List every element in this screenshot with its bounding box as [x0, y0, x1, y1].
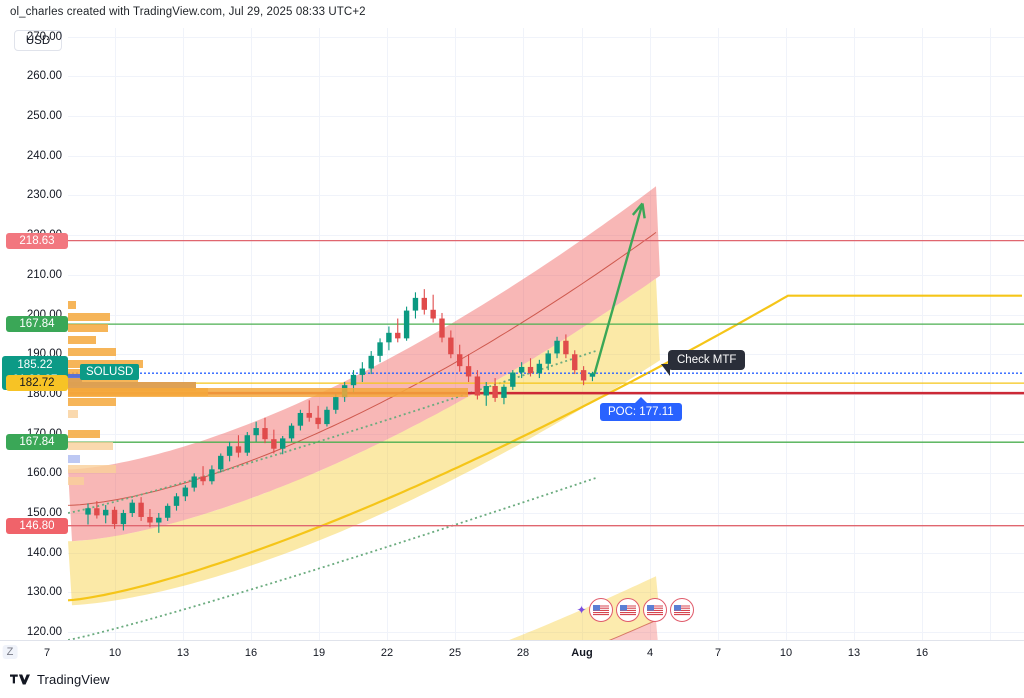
- gridline-v: [523, 28, 524, 640]
- gridline-h: [68, 274, 1024, 276]
- time-tick: 13: [176, 647, 190, 659]
- volume-profile-bar: [68, 465, 116, 474]
- price-tick: 250.00: [26, 110, 62, 123]
- gridline-h: [68, 36, 1024, 38]
- price-badge-146: 146.80: [6, 517, 68, 534]
- volume-profile-bar: [68, 409, 78, 418]
- poc-badge[interactable]: POC: 177.11: [600, 397, 682, 422]
- volume-profile-bar: [68, 348, 116, 357]
- time-tick: 25: [448, 647, 462, 659]
- check-mtf-note[interactable]: Check MTF: [660, 349, 746, 376]
- sparkle-icon: ✦: [576, 603, 587, 617]
- us-flag-event-icon[interactable]: [588, 598, 613, 622]
- volume-profile-bar: [68, 300, 76, 309]
- current-price-value: 185.22: [17, 359, 53, 372]
- currency-label: USD: [14, 30, 62, 51]
- time-axis[interactable]: Z 7 10 13 16 19 22 25 28 Aug 4 7 10 13 16: [0, 640, 1024, 667]
- economic-event-markers[interactable]: ✦: [576, 598, 694, 622]
- gridline-h: [68, 314, 1024, 316]
- time-tick: Z: [2, 645, 18, 659]
- gridline-h: [68, 116, 1024, 118]
- time-tick: 19: [312, 647, 326, 659]
- gridline-v: [183, 28, 184, 640]
- price-badge-182: 182.72: [6, 375, 68, 392]
- volume-profile-bar: [68, 312, 110, 321]
- time-tick: 10: [779, 647, 793, 659]
- volume-profile-poc-bar: [68, 381, 196, 391]
- price-tick: 240.00: [26, 149, 62, 162]
- time-tick: 16: [244, 647, 258, 659]
- gridline-v: [650, 28, 651, 640]
- volume-profile-bar: [68, 429, 100, 438]
- gridline-h: [68, 433, 1024, 435]
- gridline-v: [115, 28, 116, 640]
- us-flag-event-icon[interactable]: [669, 598, 694, 622]
- us-flag-event-icon[interactable]: [642, 598, 667, 622]
- price-tick: 260.00: [26, 70, 62, 83]
- us-flag-event-icon[interactable]: [615, 598, 640, 622]
- time-tick: Aug: [571, 647, 593, 659]
- time-tick: 22: [380, 647, 394, 659]
- gridline-h: [68, 195, 1024, 197]
- volume-profile-bar: [68, 477, 84, 486]
- volume-profile-bar: [68, 336, 96, 345]
- price-tick: 210.00: [26, 268, 62, 281]
- time-tick: 16: [915, 647, 929, 659]
- price-tick: 140.00: [26, 546, 62, 559]
- volume-profile-bar: [68, 324, 108, 333]
- price-tick: 120.00: [26, 626, 62, 639]
- volume-profile-bar: [68, 397, 116, 406]
- gridline-h: [68, 552, 1024, 554]
- time-tick: 28: [516, 647, 530, 659]
- time-tick: 13: [847, 647, 861, 659]
- price-tick: 230.00: [26, 189, 62, 202]
- tradingview-wordmark: TradingView: [37, 672, 110, 687]
- tradingview-logo-icon: [10, 674, 30, 685]
- time-tick: 4: [646, 647, 654, 659]
- price-tick: 150.00: [26, 506, 62, 519]
- gridline-v: [990, 28, 991, 640]
- price-badge-218: 218.63: [6, 232, 68, 249]
- volume-profile-bar: [68, 441, 113, 450]
- gridline-h: [68, 632, 1024, 634]
- price-tick: 130.00: [26, 586, 62, 599]
- gridline-v: [455, 28, 456, 640]
- chart-canvas: [68, 186, 1024, 640]
- gridline-h: [68, 76, 1024, 78]
- symbol-price-tag: SOLUSD: [80, 364, 140, 381]
- volume-profile-bar: [68, 455, 80, 464]
- gridline-h: [68, 235, 1024, 237]
- gridline-v: [854, 28, 855, 640]
- gridline-v: [251, 28, 252, 640]
- gridline-v: [922, 28, 923, 640]
- gridline-v: [786, 28, 787, 640]
- price-badge-197: 167.84: [6, 316, 68, 333]
- gridline-h: [68, 155, 1024, 157]
- time-tick: 7: [714, 647, 722, 659]
- price-badge-167: 167.84: [6, 434, 68, 451]
- volume-profile-poc-bar: [68, 387, 468, 397]
- time-tick: 10: [108, 647, 122, 659]
- gridline-h: [68, 473, 1024, 475]
- price-tick: 270.00: [26, 30, 62, 43]
- tradingview-footer: TradingView: [10, 672, 110, 687]
- gridline-h: [68, 512, 1024, 514]
- attribution-text: ol_charles created with TradingView.com,…: [10, 6, 366, 18]
- gridline-h: [68, 592, 1024, 594]
- chart-plot-area[interactable]: SOLUSD Check MTF POC: 177.11 ✦: [68, 28, 1024, 640]
- volume-profile-bar: [68, 360, 143, 369]
- gridline-v: [319, 28, 320, 640]
- price-axis[interactable]: USD 270.00260.00250.00240.00230.00220.00…: [0, 28, 68, 640]
- gridline-v: [582, 28, 583, 640]
- price-tick: 160.00: [26, 467, 62, 480]
- time-tick: 7: [43, 647, 51, 659]
